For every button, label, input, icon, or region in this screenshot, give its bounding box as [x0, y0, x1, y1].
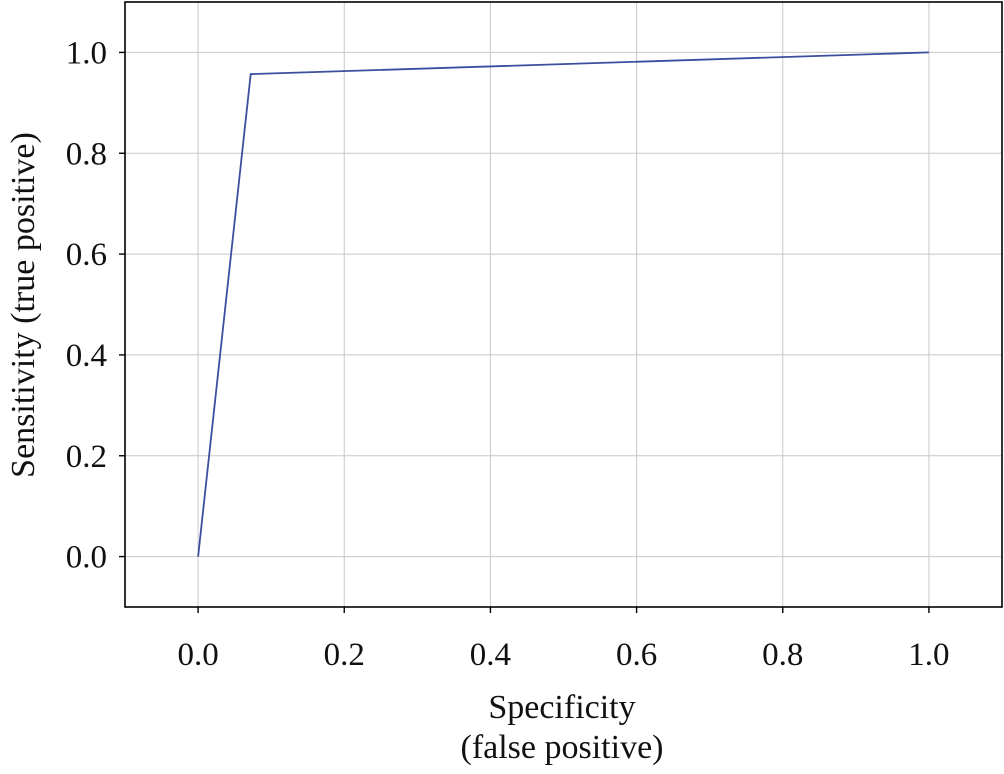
grid: [125, 2, 1002, 607]
y-tick-label: 0.6: [66, 237, 107, 273]
x-tick-label: 0.4: [470, 637, 511, 673]
x-tick-label: 1.0: [908, 637, 949, 673]
roc-curve-line: [197, 51, 929, 557]
x-tick-label: 0.6: [616, 637, 657, 673]
y-tick-label: 0.0: [66, 540, 107, 576]
y-axis-ticks: 0.0 0.2 0.4 0.6 0.8 1.0: [66, 35, 125, 576]
x-axis-ticks: 0.0 0.2 0.4 0.6 0.8 1.0: [177, 607, 950, 673]
x-tick-label: 0.2: [324, 637, 365, 673]
plot-area-frame: [124, 1, 1003, 608]
series-layer: [197, 51, 929, 557]
x-tick-label: 0.8: [762, 637, 803, 673]
x-axis-label-line-2: (false positive): [461, 729, 664, 766]
y-tick-label: 0.4: [66, 338, 107, 374]
y-tick-label: 1.0: [66, 35, 107, 71]
y-axis-label: Sensitivity (true positive): [5, 132, 42, 478]
x-tick-label: 0.0: [177, 637, 218, 673]
x-axis-label-line-1: Specificity: [488, 689, 635, 726]
y-tick-label: 0.8: [66, 136, 107, 172]
y-tick-label: 0.2: [66, 439, 107, 475]
